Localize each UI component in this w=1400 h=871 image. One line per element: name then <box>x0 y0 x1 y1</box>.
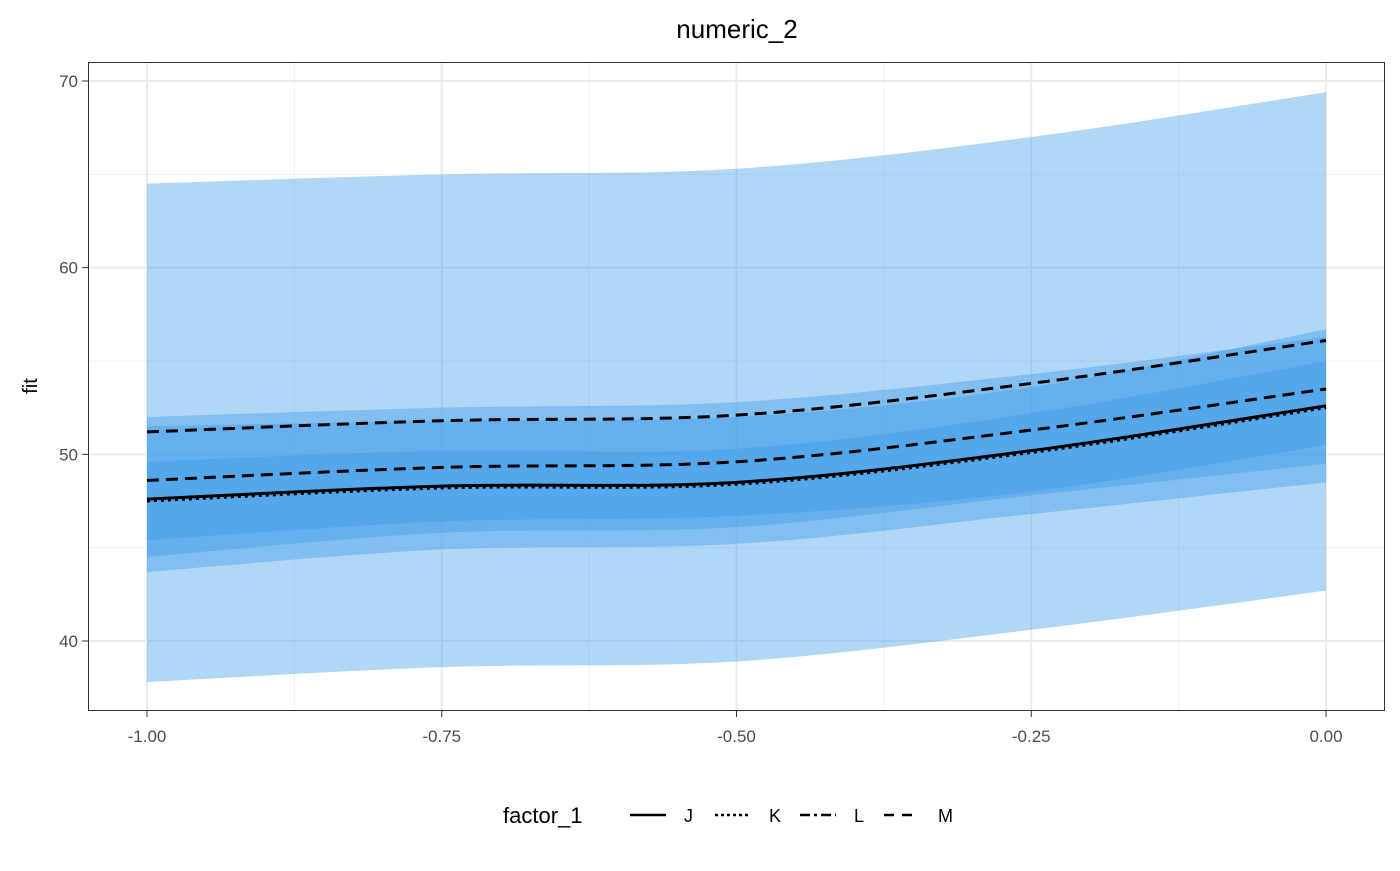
x-tick-label: -1.00 <box>128 727 167 746</box>
line-M <box>146 338 1327 434</box>
legend-label-K: K <box>769 806 781 826</box>
y-tick-label: 70 <box>59 72 78 91</box>
legend-label-L: L <box>854 806 864 826</box>
legend-label-J: J <box>684 806 693 826</box>
legend: factor_1 J K L M <box>503 803 953 828</box>
legend-title: factor_1 <box>503 803 583 828</box>
confidence-band-K <box>147 361 1326 541</box>
panel-border <box>88 62 1385 711</box>
y-tick-label: 40 <box>59 632 78 651</box>
line-L <box>146 387 1327 482</box>
y-tick-label: 60 <box>59 259 78 278</box>
confidence-band-L <box>147 336 1326 557</box>
y-axis-label: fit <box>20 378 42 394</box>
fit-lines <box>146 338 1327 503</box>
line-J <box>146 404 1327 501</box>
x-tick-label: -0.50 <box>717 727 756 746</box>
x-tick-label: -0.75 <box>422 727 461 746</box>
chart-title: numeric_2 <box>676 14 797 44</box>
confidence-bands <box>147 92 1326 683</box>
confidence-band-J <box>147 329 1326 572</box>
line-K <box>146 406 1327 503</box>
y-tick-label: 50 <box>59 445 78 464</box>
x-tick-label: -0.25 <box>1012 727 1051 746</box>
legend-label-M: M <box>938 806 953 826</box>
confidence-band-M <box>147 92 1326 683</box>
x-tick-label: 0.00 <box>1309 727 1342 746</box>
y-axis: 40 50 60 70 <box>59 72 88 651</box>
grid <box>89 63 1384 710</box>
x-axis: -1.00 -0.75 -0.50 -0.25 0.00 <box>128 711 1343 746</box>
